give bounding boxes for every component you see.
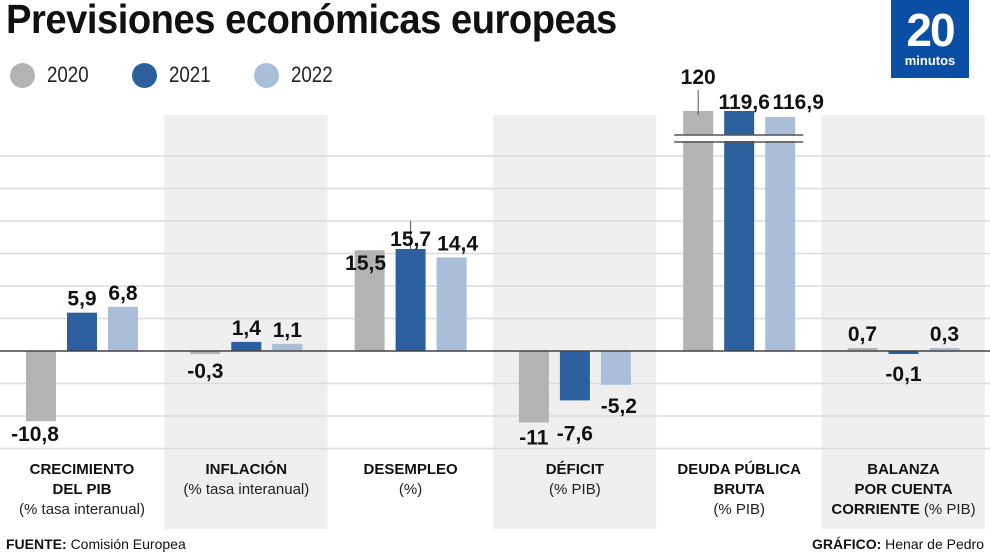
bar-2022-3 xyxy=(600,351,631,385)
legend-label-2022: 2022 xyxy=(290,62,333,87)
value-label-2022-0: 6,8 xyxy=(108,282,138,305)
gridlines xyxy=(0,155,990,450)
chart-title: Previsiones económicas europeas xyxy=(6,0,617,42)
category-name-line: BALANZA xyxy=(867,461,940,478)
axis-break-gap xyxy=(674,135,804,141)
category-name-line: CRECIMIENTO xyxy=(29,461,135,478)
value-label-2021-4: 119,6 xyxy=(718,91,769,114)
bars xyxy=(26,111,960,423)
category-panel-1 xyxy=(164,115,328,529)
bar-2022-2 xyxy=(436,257,467,351)
category-name-line: CORRIENTE (% PIB) xyxy=(831,501,976,518)
value-label-2020-3: -11 xyxy=(519,427,549,450)
legend-label-2021: 2021 xyxy=(168,62,211,87)
source-note: FUENTE: Comisión Europea xyxy=(6,536,186,552)
category-label-1: INFLACIÓN (% tasa interanual) xyxy=(164,460,328,500)
value-label-2020-4: 120 xyxy=(681,66,716,89)
bar-2022-1 xyxy=(272,343,303,351)
category-label-5: BALANZA POR CUENTA CORRIENTE (% PIB) xyxy=(822,460,986,520)
bar-2022-4 xyxy=(765,117,796,351)
bar-2021-1 xyxy=(231,341,262,351)
bar-2020-5 xyxy=(847,348,878,351)
logo-word: minutos xyxy=(904,53,956,68)
bar-2020-1 xyxy=(190,351,221,354)
bar-2021-2 xyxy=(395,248,426,351)
value-label-2022-3: -5,2 xyxy=(601,395,637,418)
brand-logo: 20 minutos xyxy=(891,0,969,78)
category-unit: (%) xyxy=(398,481,423,498)
value-label-2020-0: -10,8 xyxy=(11,423,59,446)
category-panels xyxy=(164,115,985,529)
bar-2020-2 xyxy=(354,250,385,351)
credit-key: GRÁFICO: xyxy=(812,536,882,552)
bar-2020-4 xyxy=(683,111,714,351)
category-panel-3 xyxy=(492,115,657,529)
legend-item-2022: 2022 xyxy=(253,62,340,88)
value-label-2022-2: 14,4 xyxy=(437,232,478,255)
category-label-2: DESEMPLEO (%) xyxy=(329,460,493,500)
axis-break-marks xyxy=(674,134,804,143)
category-label-4: DEUDA PÚBLICA BRUTA (% PIB) xyxy=(657,460,821,520)
value-label-2022-5: 0,3 xyxy=(930,323,959,346)
category-unit: (% tasa interanual) xyxy=(183,481,310,498)
value-labels: -10,8 -0,3 15,5 -11 120 0,7 5,9 1,4 15,7 -7,6 119,… xyxy=(11,66,959,450)
category-unit: (% PIB) xyxy=(713,501,766,518)
value-label-2021-5: -0,1 xyxy=(885,363,922,386)
legend-swatch-2021 xyxy=(131,62,157,88)
bar-2021-5 xyxy=(888,351,919,354)
category-name-line: POR CUENTA xyxy=(854,481,953,498)
value-label-2021-0: 5,9 xyxy=(67,288,96,311)
category-name-line: DEUDA PÚBLICA xyxy=(677,461,801,478)
category-unit: (% PIB) xyxy=(549,481,601,498)
bar-2020-3 xyxy=(518,351,549,423)
value-label-2020-5: 0,7 xyxy=(848,323,877,346)
category-name-line: BRUTA xyxy=(713,481,765,498)
legend-swatch-2020 xyxy=(10,62,35,88)
bar-2021-3 xyxy=(559,351,590,401)
category-unit: (% tasa interanual) xyxy=(19,501,145,518)
category-label-3: DÉFICIT (% PIB) xyxy=(493,460,657,500)
bar-2021-0 xyxy=(67,312,97,351)
category-name-line: DEL PIB xyxy=(52,481,112,498)
bar-2020-0 xyxy=(26,351,56,422)
value-label-2022-4: 116,9 xyxy=(772,91,823,114)
source-key: FUENTE: xyxy=(6,536,67,552)
category-label-0: CRECIMIENTO DEL PIB (% tasa interanual) xyxy=(0,460,164,520)
category-name-line: DESEMPLEO xyxy=(363,461,458,478)
logo-number: 20 xyxy=(906,4,955,56)
value-label-2020-2: 15,5 xyxy=(345,252,386,275)
value-label-2020-1: -0,3 xyxy=(187,360,223,383)
legend-label-2020: 2020 xyxy=(47,62,89,87)
bar-2021-4 xyxy=(724,111,755,351)
category-name-line: DÉFICIT xyxy=(545,461,605,478)
category-name-line: INFLACIÓN xyxy=(205,461,288,478)
credit-note: GRÁFICO: Henar de Pedro xyxy=(812,536,984,552)
label-leader-lines xyxy=(410,90,699,249)
category-unit: (% PIB) xyxy=(919,501,976,518)
category-panel-5 xyxy=(821,115,985,529)
value-label-2021-2: 15,7 xyxy=(390,228,431,251)
value-label-2021-1: 1,4 xyxy=(232,317,262,340)
legend-item-2021: 2021 xyxy=(131,62,218,88)
value-label-2022-1: 1,1 xyxy=(273,319,303,342)
legend: 2020 2021 2022 xyxy=(10,62,376,88)
legend-swatch-2022 xyxy=(253,62,279,88)
legend-item-2020: 2020 xyxy=(10,62,96,88)
bar-2022-5 xyxy=(929,348,960,351)
value-label-2021-3: -7,6 xyxy=(557,422,593,445)
bar-2022-0 xyxy=(108,306,138,351)
credit-value: Henar de Pedro xyxy=(885,536,984,552)
source-value: Comisión Europea xyxy=(70,536,186,552)
